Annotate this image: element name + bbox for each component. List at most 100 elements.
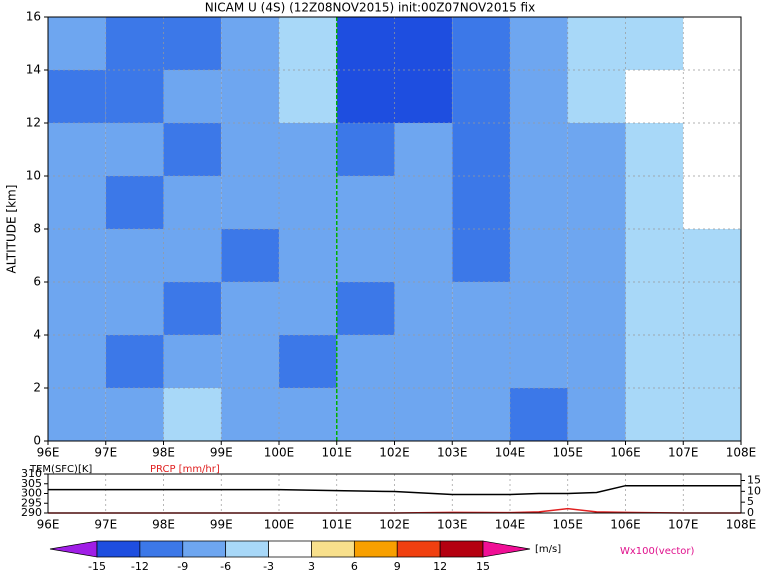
field-cell xyxy=(452,176,510,229)
x-tick-label: 96E xyxy=(37,518,60,532)
field-cell xyxy=(221,176,279,229)
field-cell xyxy=(510,229,568,282)
field-cell xyxy=(105,388,164,441)
field-cell xyxy=(510,282,568,335)
x-tick-label: 106E xyxy=(610,446,641,460)
field-cell xyxy=(452,282,510,335)
colorbar-swatch xyxy=(396,540,441,558)
x-tick-label: 101E xyxy=(322,446,353,460)
field-cell xyxy=(683,335,741,388)
field-cell xyxy=(683,123,741,176)
field-cell xyxy=(279,123,337,176)
x-tick-label: 104E xyxy=(495,446,526,460)
x-tick-label: 97E xyxy=(94,518,117,532)
field-cell xyxy=(163,388,222,441)
x-tick-label: 107E xyxy=(668,518,699,532)
field-cell xyxy=(163,335,222,388)
field-cell xyxy=(567,229,626,282)
colorbar-label: 3 xyxy=(308,560,315,573)
plot-frame xyxy=(47,16,742,442)
field-cell xyxy=(625,282,684,335)
y-tick-label: 310 xyxy=(21,467,42,480)
colorbar-swatch xyxy=(139,540,184,558)
field-cell xyxy=(48,282,106,335)
field-cell xyxy=(452,229,510,282)
field-cell xyxy=(510,70,568,123)
field-cell xyxy=(336,17,395,70)
y-tick-label: 4 xyxy=(33,328,41,342)
field-cell xyxy=(625,388,684,441)
colorbar-swatch xyxy=(482,540,531,558)
field-cell xyxy=(394,282,453,335)
y-tick-label: 300 xyxy=(21,487,42,500)
y-tick-label: 2 xyxy=(33,381,41,395)
field-cell xyxy=(336,229,395,282)
colorbar-label: -6 xyxy=(220,560,231,573)
y2-tick-label: 5 xyxy=(747,495,754,508)
field-cell xyxy=(510,123,568,176)
field-cell xyxy=(105,176,164,229)
y-tick-label: 14 xyxy=(26,63,41,77)
field-cell xyxy=(394,17,453,70)
colorbar-swatch xyxy=(353,540,398,558)
colorbar-label: 12 xyxy=(433,560,447,573)
field-cell xyxy=(48,17,106,70)
field-cell xyxy=(625,123,684,176)
field-cell xyxy=(48,70,106,123)
colorbar-unit: [m/s] xyxy=(535,544,561,555)
x-tick-label: 96E xyxy=(37,446,60,460)
field-cell xyxy=(625,176,684,229)
field-cell xyxy=(510,388,568,441)
y-tick-label: 10 xyxy=(26,169,41,183)
colorbar-label: -15 xyxy=(88,560,106,573)
field-cell xyxy=(567,388,626,441)
x-tick-label: 106E xyxy=(610,518,641,532)
field-cell xyxy=(394,70,453,123)
field-cell xyxy=(48,388,106,441)
sub-left-label: TEM(SFC)[K] xyxy=(29,464,92,475)
field-cell xyxy=(48,229,106,282)
field-cell xyxy=(279,17,337,70)
y2-tick-label: 0 xyxy=(747,506,754,519)
field-cell xyxy=(336,282,395,335)
field-cell xyxy=(452,17,510,70)
colorbar-label: -12 xyxy=(131,560,149,573)
field-cell xyxy=(105,229,164,282)
x-tick-label: 105E xyxy=(553,518,584,532)
x-tick-label: 100E xyxy=(264,446,295,460)
field-cell xyxy=(683,229,741,282)
field-cell xyxy=(567,123,626,176)
field-cell xyxy=(221,17,279,70)
colorbar-label: -3 xyxy=(263,560,274,573)
x-tick-label: 102E xyxy=(379,446,410,460)
colorbar-label: -9 xyxy=(177,560,188,573)
x-tick-label: 107E xyxy=(668,446,699,460)
field-cell xyxy=(683,70,741,123)
field-cell xyxy=(567,335,626,388)
field-cell xyxy=(567,17,626,70)
field-cell xyxy=(452,70,510,123)
field-cell xyxy=(625,335,684,388)
field-cell xyxy=(105,335,164,388)
field-cell xyxy=(394,176,453,229)
colorbar-swatch xyxy=(49,540,98,558)
field-cell xyxy=(279,176,337,229)
y-axis-label: ALTITUDE [km] xyxy=(5,185,19,274)
field-cell xyxy=(163,17,222,70)
colorbar-swatch xyxy=(182,540,227,558)
y2-tick-label: 10 xyxy=(747,484,761,497)
field-cell xyxy=(394,388,453,441)
field-cell xyxy=(48,176,106,229)
field-cell xyxy=(625,229,684,282)
y-tick-label: 0 xyxy=(33,434,41,448)
field-cell xyxy=(279,282,337,335)
field-cell xyxy=(336,70,395,123)
colorbar-swatch xyxy=(439,540,484,558)
y-tick-label: 8 xyxy=(33,222,41,236)
y-tick-label: 12 xyxy=(26,116,41,130)
x-tick-label: 108E xyxy=(726,446,757,460)
field-cell xyxy=(683,282,741,335)
x-tick-label: 103E xyxy=(437,446,468,460)
field-cell xyxy=(394,229,453,282)
x-tick-label: 100E xyxy=(264,518,295,532)
